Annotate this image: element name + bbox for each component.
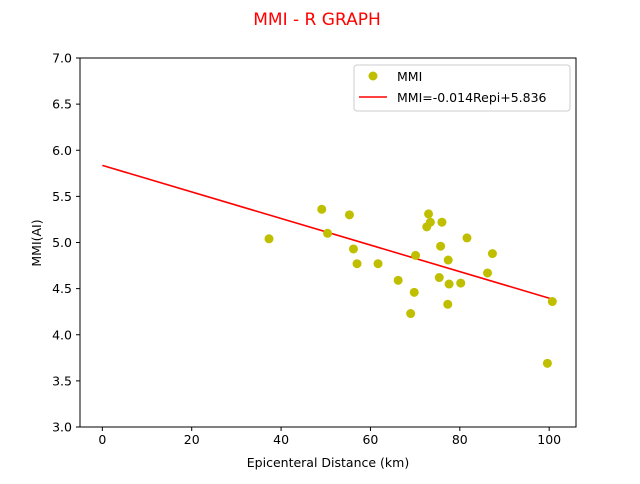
scatter-point bbox=[456, 278, 466, 288]
y-axis-ticks: 3.0 3.5 4.0 4.5 5.0 5.5 6.0 6.5 7.0 bbox=[52, 51, 80, 435]
scatter-point bbox=[393, 275, 403, 285]
scatter-point bbox=[547, 297, 557, 307]
scatter-point bbox=[409, 287, 419, 297]
y-tick-label: 5.0 bbox=[52, 235, 72, 250]
y-tick-label: 6.5 bbox=[52, 97, 72, 112]
scatter-point bbox=[406, 309, 416, 319]
y-tick-label: 3.0 bbox=[52, 420, 72, 435]
y-tick-label: 6.0 bbox=[52, 143, 72, 158]
scatter-point bbox=[483, 268, 493, 278]
legend-label-fit: MMI=-0.014Repi+5.836 bbox=[397, 90, 547, 105]
x-axis-label: Epicenteral Distance (km) bbox=[247, 455, 409, 470]
y-tick-label: 4.5 bbox=[52, 281, 72, 296]
legend: MMI MMI=-0.014Repi+5.836 bbox=[353, 64, 571, 112]
chart-title: MMI - R GRAPH bbox=[253, 10, 380, 30]
scatter-point bbox=[434, 273, 444, 283]
x-tick-label: 100 bbox=[537, 432, 561, 447]
x-tick-label: 80 bbox=[452, 432, 468, 447]
scatter-point bbox=[344, 210, 354, 220]
scatter-point bbox=[462, 233, 472, 243]
scatter-point bbox=[323, 228, 333, 238]
scatter-point bbox=[411, 250, 421, 260]
scatter-point bbox=[425, 217, 435, 227]
x-tick-label: 0 bbox=[98, 432, 106, 447]
scatter-point bbox=[352, 259, 362, 269]
scatter-point bbox=[373, 259, 383, 269]
scatter-point bbox=[424, 209, 434, 219]
scatter-point bbox=[443, 255, 453, 265]
legend-label-mmi: MMI bbox=[397, 69, 422, 84]
x-axis-ticks: 0 20 40 60 80 100 bbox=[98, 427, 561, 447]
scatter-point bbox=[436, 241, 446, 251]
scatter-point bbox=[487, 249, 497, 259]
y-tick-label: 3.5 bbox=[52, 373, 72, 388]
x-tick-label: 40 bbox=[273, 432, 289, 447]
scatter-point bbox=[444, 279, 454, 289]
y-tick-label: 7.0 bbox=[52, 51, 72, 66]
y-axis-label: MMI(AI) bbox=[29, 219, 44, 266]
scatter-point bbox=[443, 299, 453, 309]
y-tick-label: 4.0 bbox=[52, 327, 72, 342]
legend-marker-mmi bbox=[368, 71, 378, 81]
x-tick-label: 60 bbox=[362, 432, 378, 447]
scatter-point bbox=[317, 204, 327, 214]
scatter-point bbox=[264, 234, 274, 244]
legend-box bbox=[353, 64, 571, 112]
x-tick-label: 20 bbox=[184, 432, 200, 447]
y-tick-label: 5.5 bbox=[52, 189, 72, 204]
scatter-point bbox=[542, 358, 552, 368]
scatter-points bbox=[264, 204, 557, 368]
scatter-point bbox=[348, 244, 358, 254]
scatter-point bbox=[437, 217, 447, 227]
